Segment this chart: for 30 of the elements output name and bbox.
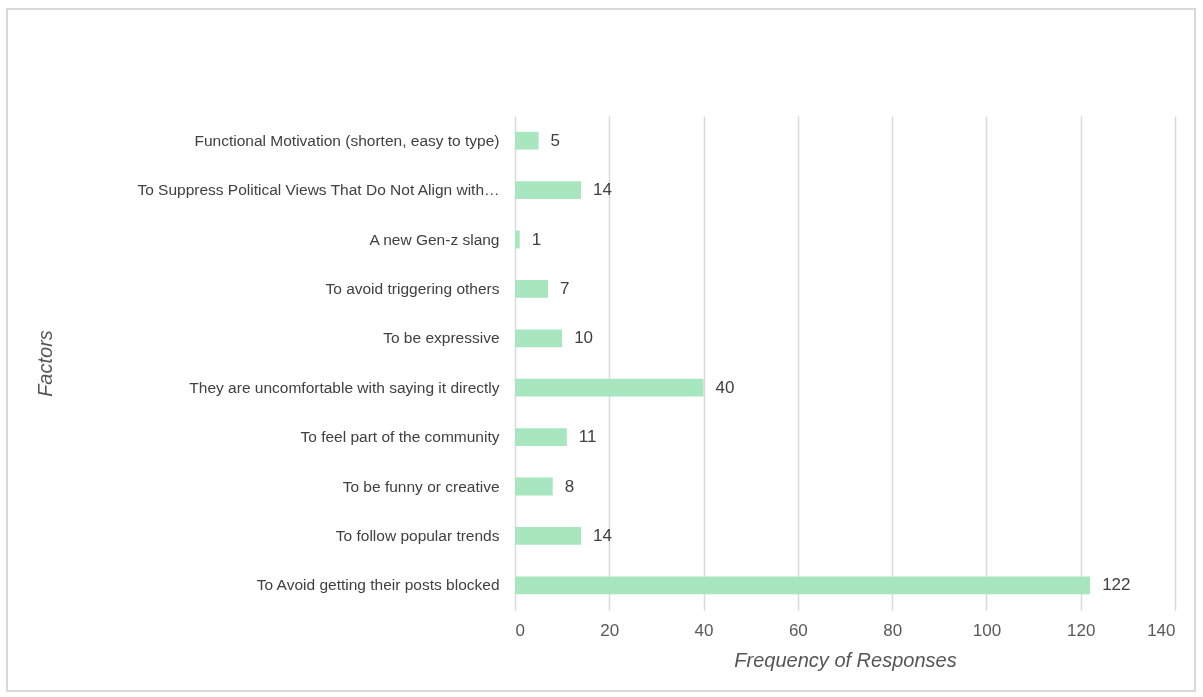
y-tick-label: To Avoid getting their posts blocked (256, 576, 500, 594)
x-tick-label: 40 (694, 620, 714, 640)
y-tick-label: They are uncomfortable with saying it directly (189, 378, 500, 396)
data-label: 5 (550, 130, 561, 150)
y-tick-label: To follow popular trends (335, 526, 500, 544)
y-tick-label: To avoid triggering others (325, 279, 500, 297)
x-tick-label: 120 (1067, 620, 1096, 640)
data-label: 8 (564, 476, 575, 496)
data-label: 40 (715, 377, 735, 397)
y-tick-label: To be expressive (383, 329, 500, 347)
x-tick-label: 140 (1147, 620, 1176, 640)
x-tick-label: 80 (883, 620, 903, 640)
y-tick-label: To feel part of the community (300, 428, 500, 446)
data-label: 7 (560, 278, 570, 298)
y-tick-label: To be funny or creative (342, 477, 500, 495)
x-tick-label: 0 (515, 620, 525, 640)
y-tick-label: Functional Motivation (shorten, easy to type) (194, 131, 500, 149)
data-label: 14 (593, 180, 612, 200)
y-axis-title: Factors (33, 330, 56, 397)
y-tick-label: To Suppress Political Views That Do Not Align with… (137, 181, 500, 199)
x-tick-label: 60 (788, 620, 808, 640)
data-label: 122 (1102, 575, 1131, 595)
data-label: 1 (531, 229, 542, 249)
y-tick-label: A new Gen-z slang (369, 230, 500, 248)
x-tick-label: 20 (600, 620, 620, 640)
data-label: 14 (593, 525, 612, 545)
x-axis-title: Frequency of Responses (734, 648, 957, 671)
data-label: 11 (578, 427, 597, 447)
x-tick-label: 100 (972, 620, 1002, 640)
data-label: 10 (574, 328, 594, 348)
